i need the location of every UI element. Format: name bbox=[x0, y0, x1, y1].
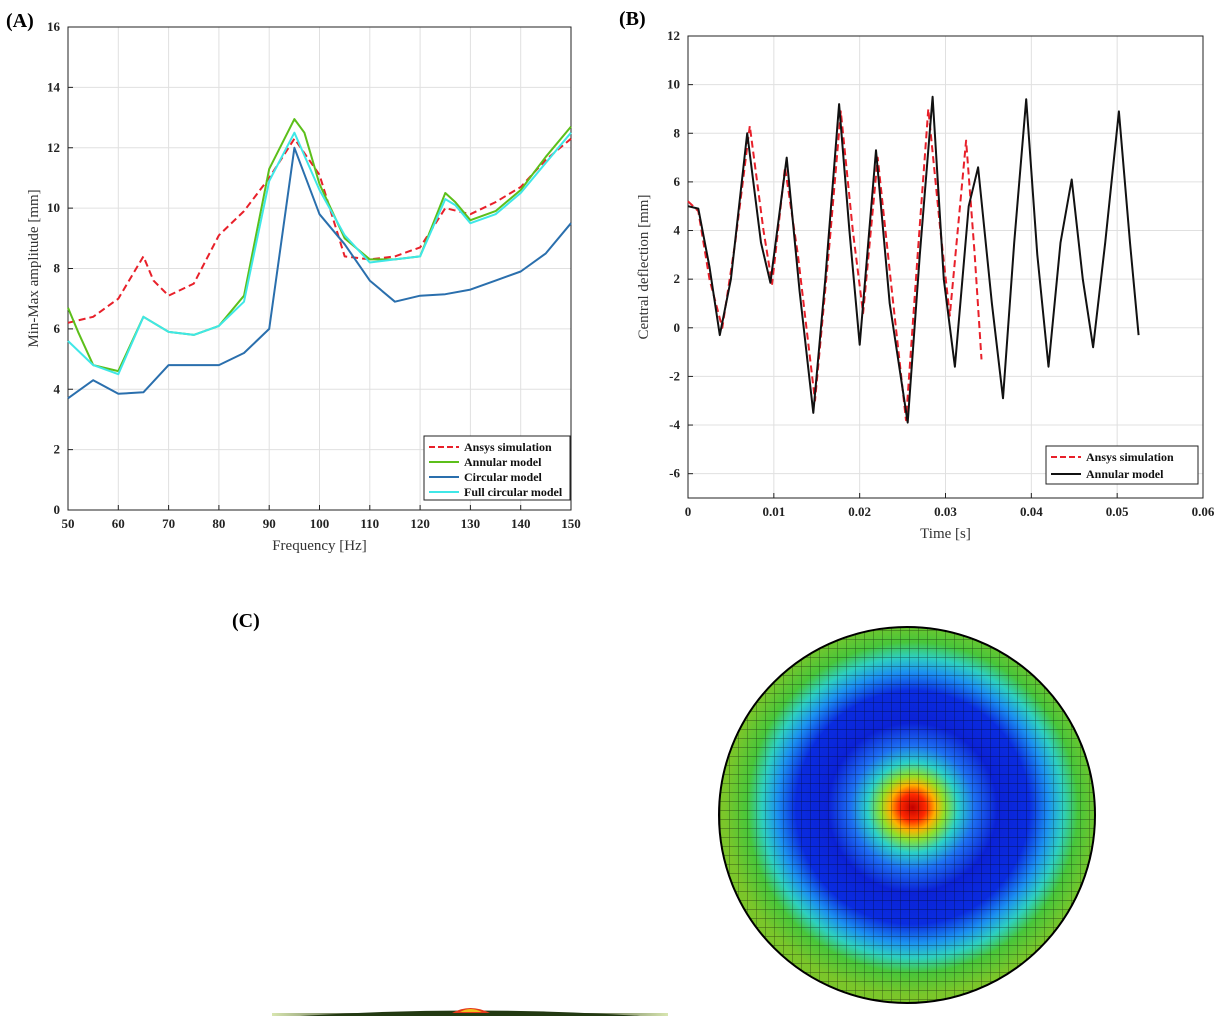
x-tick-label: 0.05 bbox=[1106, 504, 1129, 519]
x-tick-label: 0 bbox=[685, 504, 692, 519]
fem-disc-top-view bbox=[718, 626, 1096, 1004]
y-tick-label: 8 bbox=[54, 261, 61, 276]
y-tick-label: 6 bbox=[54, 321, 61, 336]
panel-c-label: (C) bbox=[232, 610, 260, 632]
legend-entry: Circular model bbox=[464, 470, 543, 484]
y-tick-label: -2 bbox=[669, 368, 680, 383]
x-tick-label: 0.04 bbox=[1020, 504, 1043, 519]
x-tick-label: 0.01 bbox=[762, 504, 785, 519]
x-tick-label: 120 bbox=[410, 516, 430, 531]
x-tick-label: 70 bbox=[162, 516, 175, 531]
x-axis-label: Time [s] bbox=[920, 526, 971, 542]
x-tick-label: 100 bbox=[310, 516, 330, 531]
x-tick-label: 50 bbox=[62, 516, 75, 531]
y-tick-label: 2 bbox=[674, 271, 681, 286]
y-tick-label: 2 bbox=[54, 442, 61, 457]
panel-b-label: (B) bbox=[619, 8, 646, 30]
legend-entry: Full circular model bbox=[464, 485, 563, 499]
y-tick-label: 0 bbox=[674, 320, 681, 335]
x-tick-label: 60 bbox=[112, 516, 125, 531]
y-tick-label: 8 bbox=[674, 125, 681, 140]
x-tick-label: 0.03 bbox=[934, 504, 957, 519]
y-tick-label: 10 bbox=[667, 77, 680, 92]
y-tick-label: 12 bbox=[47, 140, 60, 155]
legend-entry: Ansys simulation bbox=[464, 440, 552, 454]
y-tick-label: 16 bbox=[47, 19, 61, 34]
series-line-ansys-simulation bbox=[67, 137, 572, 324]
legend-entry: Ansys simulation bbox=[1086, 450, 1174, 464]
x-tick-label: 140 bbox=[511, 516, 531, 531]
y-tick-label: 4 bbox=[54, 381, 61, 396]
x-axis-label: Frequency [Hz] bbox=[272, 538, 367, 554]
series-line-circular-model bbox=[67, 146, 572, 400]
x-tick-label: 150 bbox=[561, 516, 581, 531]
panel-a-label: (A) bbox=[6, 10, 34, 32]
y-axis-label: Min-Max amplitude [mm] bbox=[26, 189, 42, 347]
y-tick-label: 10 bbox=[47, 200, 60, 215]
legend-box bbox=[1045, 445, 1199, 485]
x-tick-label: 90 bbox=[263, 516, 276, 531]
series-line-full-circular-model bbox=[67, 131, 572, 376]
x-tick-label: 130 bbox=[461, 516, 481, 531]
y-tick-label: -6 bbox=[669, 466, 680, 481]
legend-entry: Annular model bbox=[1086, 467, 1164, 481]
x-tick-label: 0.06 bbox=[1192, 504, 1215, 519]
y-tick-label: 12 bbox=[667, 28, 680, 43]
y-tick-label: 0 bbox=[54, 502, 61, 517]
series-line-ansys-simulation bbox=[687, 107, 983, 422]
x-tick-label: 110 bbox=[360, 516, 379, 531]
y-tick-label: 14 bbox=[47, 79, 61, 94]
y-tick-label: -4 bbox=[669, 417, 680, 432]
y-tick-label: 6 bbox=[674, 174, 681, 189]
y-tick-label: 4 bbox=[674, 223, 681, 238]
legend-entry: Annular model bbox=[464, 455, 542, 469]
fem-disc-side-view bbox=[272, 1008, 668, 1016]
y-axis-label: Central deflection [mm] bbox=[636, 195, 652, 340]
series-line-annular-model bbox=[687, 95, 1140, 424]
x-tick-label: 0.02 bbox=[848, 504, 871, 519]
x-tick-label: 80 bbox=[212, 516, 225, 531]
